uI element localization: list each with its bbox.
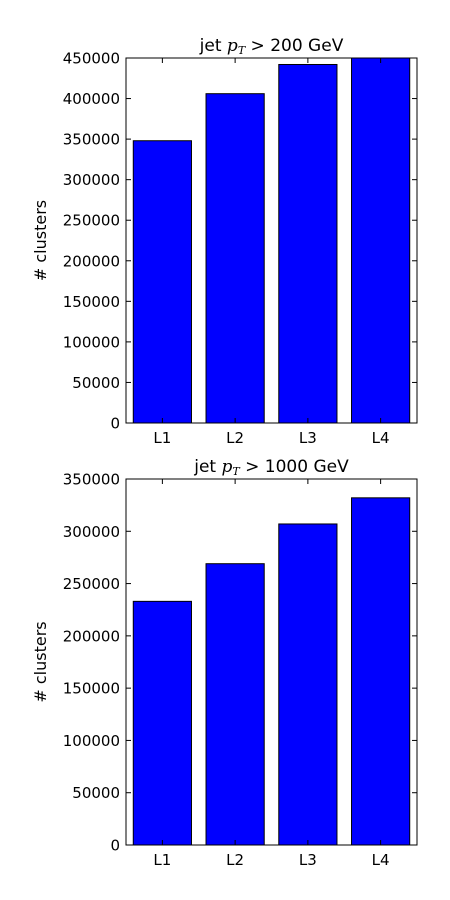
chart-2-title-var: p: [222, 457, 233, 477]
chart-1-y-tick-label: 250000: [63, 212, 120, 230]
chart-2-y-tick-label: 0: [110, 837, 120, 855]
chart-1-y-tick-label: 350000: [63, 131, 120, 149]
chart-2-y-tick-label: 100000: [63, 732, 120, 750]
chart-1-bar-l3: [278, 63, 338, 424]
chart-1-bar-l4: [351, 57, 411, 424]
chart-2-bar-l4: [351, 497, 411, 846]
chart-1-y-axis: 0 50000 100000 150000 200000 250000 300000 3500…: [63, 50, 417, 433]
chart-2-y-tick-label: 350000: [63, 471, 120, 489]
chart-2-x-axis: L1 L2 L3 L4: [153, 479, 390, 869]
chart-1-title-prefix: jet: [199, 36, 227, 56]
chart-2-title-sub: T: [232, 465, 241, 478]
chart-1-y-tick-label: 300000: [63, 171, 120, 189]
chart-2-x-tick-label: L2: [226, 851, 244, 869]
chart-1-title-var: p: [227, 36, 238, 56]
chart-1-title-suffix: > 200 GeV: [245, 36, 344, 56]
chart-2-bar-l2: [205, 563, 265, 846]
chart-2-title-prefix: jet: [193, 457, 221, 477]
chart-1-x-tick-label: L1: [153, 429, 171, 447]
chart-2-y-tick-label: 250000: [63, 575, 120, 593]
chart-1-y-tick-label: 400000: [63, 90, 120, 108]
chart-2-title-suffix: > 1000 GeV: [240, 457, 349, 477]
chart-2-y-axis: 0 50000 100000 150000 200000 250000 300000 3500…: [63, 471, 417, 855]
chart-2-x-tick-label: L4: [372, 851, 390, 869]
chart-1-title: jet pT > 200 GeV: [199, 36, 344, 57]
chart-2-x-tick-label: L3: [299, 851, 317, 869]
chart-2-x-tick-label: L1: [153, 851, 171, 869]
chart-1-title-sub: T: [238, 44, 247, 57]
chart-2-title: jet pT > 1000 GeV: [193, 457, 349, 478]
chart-2: 0 50000 100000 150000 200000 250000 300000 3500…: [31, 457, 418, 869]
chart-2-bars: [132, 497, 411, 846]
chart-1-x-tick-label: L4: [372, 429, 390, 447]
chart-2-y-tick-label: 150000: [63, 680, 120, 698]
chart-1-x-axis: L1 L2 L3 L4: [153, 58, 390, 447]
chart-2-bar-l3: [278, 523, 338, 846]
chart-1: 0 50000 100000 150000 200000 250000 300000 3500…: [31, 36, 418, 447]
chart-2-y-tick-label: 200000: [63, 627, 120, 645]
chart-2-y-tick-label: 300000: [63, 523, 120, 541]
chart-1-bar-l1: [132, 140, 192, 424]
chart-2-axes-frame: [125, 478, 418, 846]
chart-1-x-tick-label: L2: [226, 429, 244, 447]
chart-2-y-axis-title: # clusters: [31, 621, 50, 702]
chart-2-bar-l1: [132, 600, 192, 846]
chart-1-y-tick-label: 50000: [72, 374, 120, 392]
chart-1-y-tick-label: 150000: [63, 293, 120, 311]
chart-1-axes-frame: [125, 57, 418, 424]
chart-1-x-tick-label: L3: [299, 429, 317, 447]
chart-1-y-tick-label: 200000: [63, 252, 120, 270]
chart-1-y-tick-label: 100000: [63, 333, 120, 351]
chart-1-y-axis-title: # clusters: [31, 200, 50, 281]
chart-1-bars: [132, 57, 411, 424]
chart-1-y-tick-label: 450000: [63, 50, 120, 68]
chart-1-bar-l2: [205, 93, 265, 424]
chart-1-y-tick-label: 0: [110, 415, 120, 433]
chart-2-y-tick-label: 50000: [72, 784, 120, 802]
